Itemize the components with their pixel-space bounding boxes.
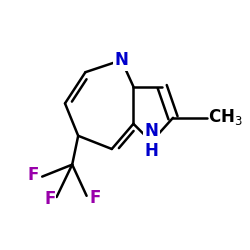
Text: CH$_3$: CH$_3$ [208,106,242,126]
Text: F: F [28,166,39,184]
Text: F: F [90,189,101,207]
Text: N: N [144,122,158,140]
Text: N: N [114,51,128,69]
Text: H: H [144,142,158,160]
Text: F: F [44,190,56,208]
